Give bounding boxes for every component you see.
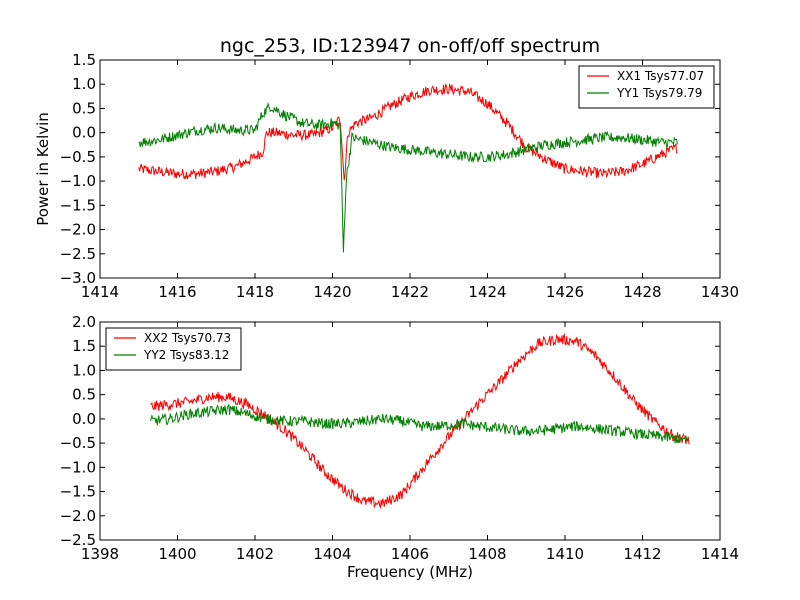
- x-tick-label: 1406: [391, 545, 429, 563]
- x-tick-label: 1426: [546, 283, 584, 301]
- x-tick-label: 1428: [623, 283, 661, 301]
- series-line-1: [138, 82, 678, 181]
- y-tick-label: −0.5: [60, 434, 96, 452]
- y-tick-label: 0.0: [72, 410, 96, 428]
- x-tick-label: 1398: [81, 545, 119, 563]
- legend: XX1 Tsys77.07 YY1 Tsys79.79: [578, 65, 715, 109]
- series-group: [149, 332, 690, 510]
- y-tick-label: 2.0: [72, 313, 96, 331]
- legend-box: [578, 65, 715, 109]
- legend-label-2: YY2 Tsys83.12: [143, 348, 229, 362]
- y-tick-label: −3.0: [60, 269, 96, 287]
- y-tick-label: −1.5: [60, 196, 96, 214]
- x-tick-label: 1416: [158, 283, 196, 301]
- series-line-2: [149, 403, 690, 444]
- x-tick-label: 1430: [701, 283, 739, 301]
- x-tick-label: 1414: [701, 545, 739, 563]
- legend-label-2: YY1 Tsys79.79: [616, 86, 702, 100]
- y-tick-label: −1.0: [60, 458, 96, 476]
- y-tick-label: −2.0: [60, 507, 96, 525]
- x-tick-label: 1404: [313, 545, 351, 563]
- bottom-subplot: 1398 1400 1402 1404 1406 1408 1410 1412 1414 −2.5…: [60, 313, 740, 581]
- y-tick-label: 1.0: [72, 75, 96, 93]
- legend-label-1: XX2 Tsys70.73: [144, 331, 231, 345]
- series-line-1: [150, 332, 690, 510]
- x-tick-label: 1412: [623, 545, 661, 563]
- y-tick-label: 1.5: [72, 337, 96, 355]
- top-subplot: 1414 1416 1418 1420 1422 1424 1426 1428 1430 −3.0…: [34, 35, 739, 301]
- y-tick-label: 0.5: [72, 99, 96, 117]
- series-group: [138, 82, 678, 253]
- x-tick-label: 1422: [391, 283, 429, 301]
- legend-label-1: XX1 Tsys77.07: [617, 69, 704, 83]
- x-axis-label: Frequency (MHz): [347, 563, 473, 581]
- y-tick-label: −1.5: [60, 483, 96, 501]
- x-tick-label: 1400: [158, 545, 196, 563]
- legend: XX2 Tsys70.73 YY2 Tsys83.12: [105, 327, 242, 371]
- x-tick-label: 1424: [468, 283, 506, 301]
- series-line-2: [138, 101, 678, 253]
- x-tick-label: 1420: [313, 283, 351, 301]
- y-tick-label: −0.5: [60, 148, 96, 166]
- x-tick-label: 1414: [81, 283, 119, 301]
- chart-title: ngc_253, ID:123947 on-off/off spectrum: [220, 35, 600, 57]
- y-tick-label: −2.5: [60, 531, 96, 549]
- y-tick-label: 0.5: [72, 386, 96, 404]
- x-tick-label: 1408: [468, 545, 506, 563]
- x-tick-label: 1402: [236, 545, 274, 563]
- y-tick-label: 0.0: [72, 124, 96, 142]
- y-tick-label: −2.5: [60, 245, 96, 263]
- y-tick-label: 1.0: [72, 361, 96, 379]
- y-tick-label: −2.0: [60, 221, 96, 239]
- x-tick-label: 1418: [236, 283, 274, 301]
- x-tick-label: 1410: [546, 545, 584, 563]
- y-tick-label: 1.5: [72, 51, 96, 69]
- y-tick-label: −1.0: [60, 172, 96, 190]
- legend-box: [105, 327, 242, 371]
- y-axis-label: Power in Kelvin: [34, 112, 52, 226]
